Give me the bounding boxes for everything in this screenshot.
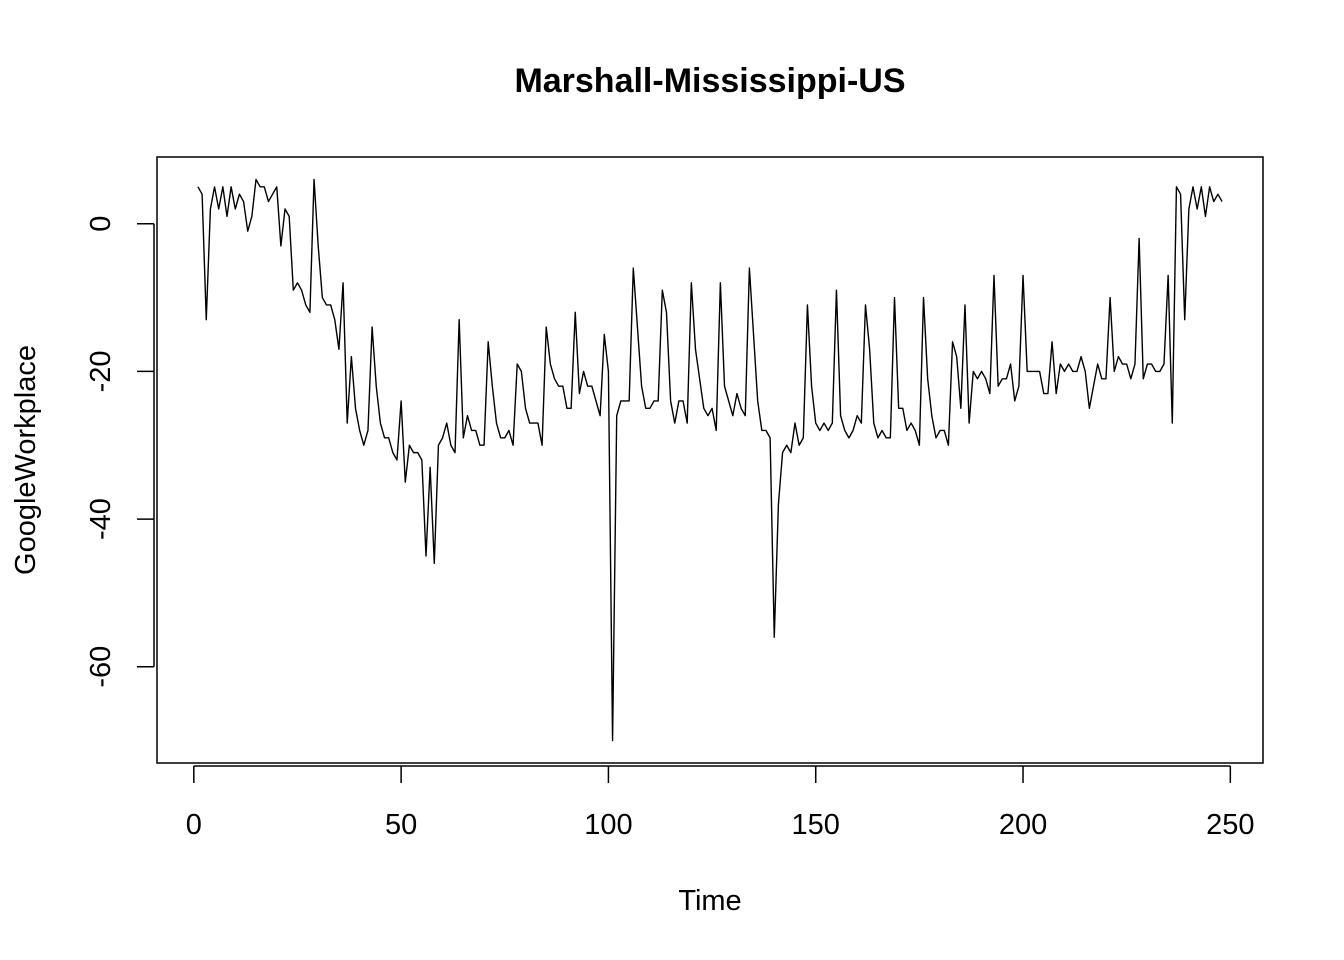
x-axis-label: Time — [678, 885, 741, 917]
y-tick-label: -20 — [85, 350, 117, 392]
y-axis: -60 -40 -20 0 — [85, 216, 155, 688]
x-tick-label: 0 — [186, 809, 202, 841]
x-tick-label: 100 — [584, 809, 632, 841]
x-tick-label: 200 — [999, 809, 1047, 841]
x-axis: 0 50 100 150 200 250 — [186, 765, 1255, 841]
x-tick-label: 250 — [1206, 809, 1254, 841]
x-tick-label: 150 — [792, 809, 840, 841]
x-tick-label: 50 — [385, 809, 417, 841]
y-tick-label: -60 — [85, 646, 117, 688]
y-tick-label: -40 — [85, 498, 117, 540]
plot-frame — [156, 156, 1264, 764]
y-tick-label: 0 — [85, 216, 117, 232]
y-axis-label: GoogleWorkplace — [10, 345, 42, 575]
chart-title: Marshall-Mississippi-US — [514, 62, 905, 100]
series-line — [197, 178, 1223, 742]
